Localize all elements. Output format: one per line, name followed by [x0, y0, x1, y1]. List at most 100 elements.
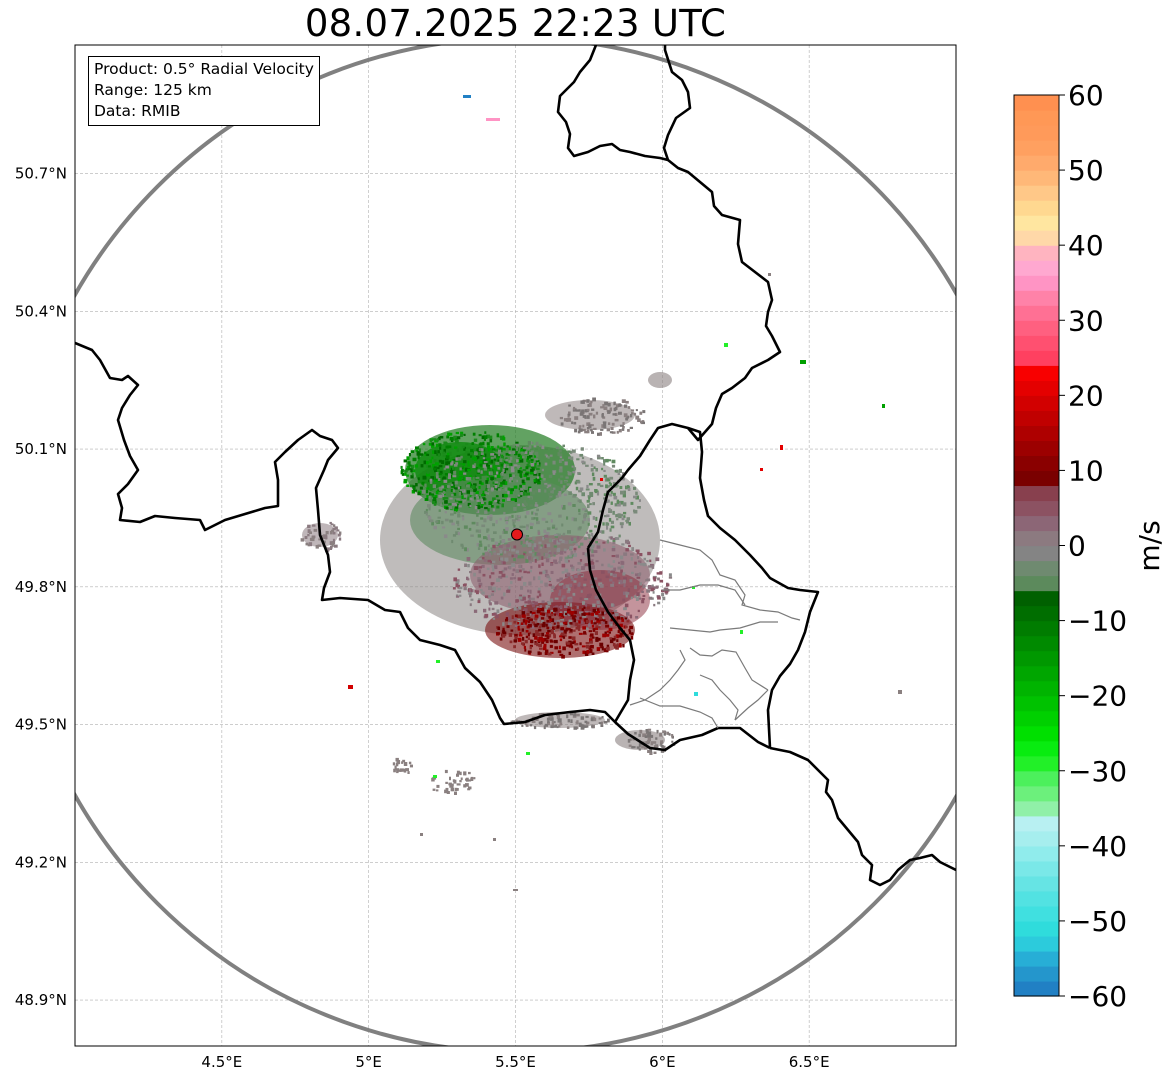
echo-pixel — [547, 484, 552, 487]
echo-pixel — [609, 476, 614, 480]
echo-pixel — [541, 468, 544, 472]
echo-pixel — [426, 495, 430, 499]
echo-pixel — [431, 777, 435, 782]
echo-pixel — [478, 486, 481, 489]
echo-pixel — [480, 482, 484, 486]
echo-pixel — [601, 620, 606, 625]
echo-pixel — [550, 651, 554, 654]
echo-pixel — [610, 427, 614, 430]
echo-pixel — [554, 597, 559, 600]
echo-pixel — [600, 478, 603, 481]
echo-pixel — [487, 559, 491, 563]
echo-pixel — [607, 570, 611, 574]
echo-pixel — [898, 690, 902, 694]
echo-pixel — [528, 597, 531, 600]
echo-pixel — [589, 503, 592, 506]
echo-pixel — [472, 432, 476, 436]
echo-pixel — [469, 475, 472, 478]
echo-pixel — [559, 557, 563, 561]
echo-pixel — [569, 643, 573, 646]
echo-pixel — [610, 525, 615, 529]
echo-pixel — [441, 485, 444, 489]
echo-pixel — [557, 493, 562, 497]
echo-pixel — [543, 645, 547, 649]
echo-pixel — [480, 452, 484, 455]
echo-pixel — [497, 542, 501, 546]
echo-pixel — [507, 616, 511, 620]
echo-pixel — [492, 586, 497, 591]
echo-pixel — [648, 596, 653, 600]
echo-pixel — [560, 627, 565, 631]
echo-pixel — [603, 619, 606, 622]
echo-pixel — [496, 632, 501, 635]
echo-pixel — [497, 456, 500, 460]
echo-pixel — [572, 449, 576, 453]
echo-pixel — [475, 490, 479, 495]
border-lu-fr-south — [586, 547, 636, 723]
echo-pixel — [615, 647, 619, 650]
echo-pixel — [522, 534, 526, 539]
echo-pixel — [540, 617, 545, 620]
echo-pixel — [555, 446, 559, 450]
echo-pixel — [612, 541, 616, 545]
echo-pixel — [635, 573, 638, 577]
echo-pixel — [489, 575, 492, 579]
echo-pixel — [639, 729, 643, 734]
echo-pixel — [437, 466, 440, 470]
echo-pixel — [642, 562, 647, 567]
echo-pixel — [608, 509, 613, 513]
echo-pixel — [472, 485, 475, 489]
echo-pixel — [521, 568, 525, 571]
colorbar-tick-label: −50 — [1068, 905, 1127, 938]
echo-pixel — [467, 502, 471, 506]
echo-pixel — [621, 633, 625, 637]
echo-pixel — [434, 476, 437, 481]
echo-pixel — [589, 458, 593, 461]
echo-pixel — [634, 595, 637, 599]
echo-pixel — [488, 466, 491, 469]
echo-pixel — [480, 517, 484, 520]
colorbar-segment — [1014, 500, 1059, 517]
echo-pixel — [561, 523, 564, 527]
echo-pixel — [534, 451, 539, 456]
echo-pixel — [579, 723, 583, 727]
echo-pixel — [562, 533, 565, 536]
echo-pixel — [590, 612, 594, 616]
echo-pixel — [547, 720, 550, 723]
echo-pixel — [768, 273, 771, 276]
echo-pixel — [495, 461, 500, 465]
echo-pixel — [613, 495, 618, 500]
echo-pixel — [457, 568, 461, 571]
echo-pixel — [476, 513, 479, 517]
echo-pixel — [621, 517, 625, 521]
echo-pixel — [478, 480, 482, 485]
echo-pixel — [445, 457, 449, 461]
echo-pixel — [596, 491, 600, 496]
echo-pixel — [571, 537, 574, 541]
echo-pixel — [498, 449, 502, 453]
echo-pixel — [460, 543, 464, 547]
echo-pixel — [435, 472, 439, 476]
echo-pixel — [508, 622, 512, 625]
echo-pixel — [535, 630, 539, 634]
echo-pixel — [641, 421, 645, 425]
echo-pixel — [493, 455, 497, 459]
echo-pixel — [441, 520, 444, 525]
echo-pixel — [407, 461, 411, 465]
echo-pixel — [610, 536, 613, 540]
echo-pixel — [586, 408, 590, 412]
echo-pixel — [596, 610, 601, 614]
echo-pixel — [407, 771, 410, 774]
echo-pixel — [580, 447, 584, 451]
echo-pixel — [473, 609, 478, 613]
echo-pixel — [332, 531, 336, 535]
echo-pixel — [612, 560, 616, 563]
echo-pixel — [497, 626, 500, 630]
echo-pixel — [657, 577, 660, 581]
echo-pixel — [562, 595, 566, 599]
echo-pixel — [502, 435, 505, 438]
echo-pixel — [522, 456, 525, 459]
echo-pixel — [600, 724, 604, 727]
echo-pixel — [517, 494, 521, 497]
echo-pixel — [513, 485, 518, 489]
